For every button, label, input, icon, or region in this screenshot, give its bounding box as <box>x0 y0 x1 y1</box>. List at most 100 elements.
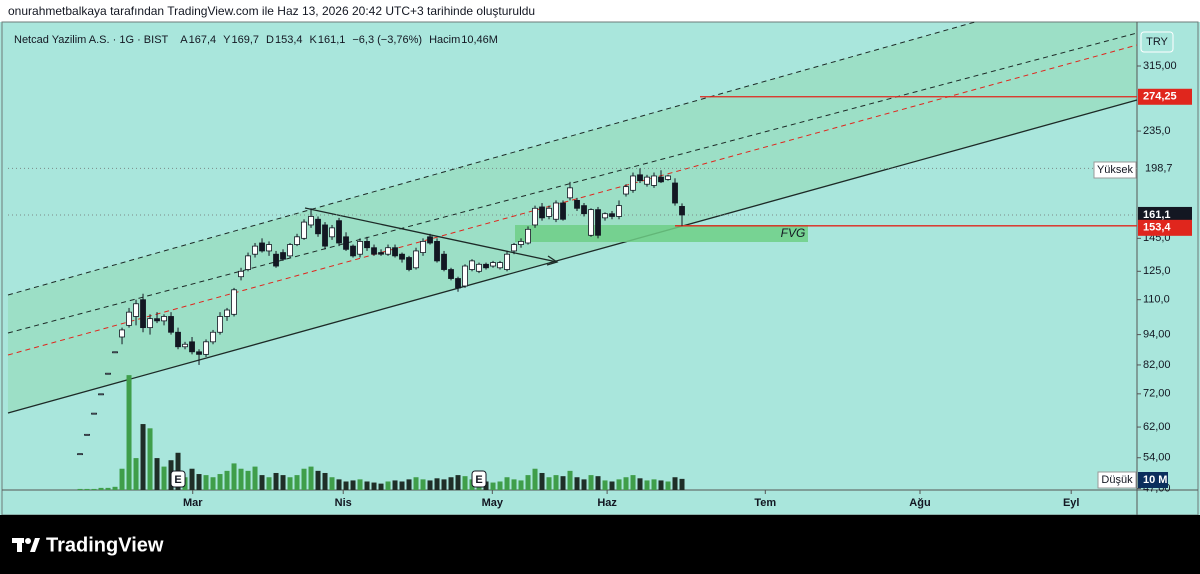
volume-bar <box>322 472 328 490</box>
candle-body <box>231 289 237 315</box>
candle-body <box>518 241 524 245</box>
volume-bar <box>189 468 195 490</box>
last-price-badge-bg <box>1138 206 1192 223</box>
volume-bar <box>259 475 265 490</box>
candle-body <box>161 316 167 322</box>
volume-bar <box>343 481 349 490</box>
brand: TradingView <box>46 534 164 556</box>
candle-body <box>266 244 272 252</box>
candle-body <box>560 202 566 220</box>
caption-bar <box>0 0 1200 22</box>
candle-body <box>378 252 384 255</box>
candle-body <box>399 253 405 260</box>
candle-body <box>455 278 461 289</box>
volume-bar <box>196 474 202 490</box>
legend-text: −6,3 (−3,76%) <box>352 34 422 46</box>
candle-body <box>91 412 97 415</box>
candle-body <box>469 260 475 270</box>
candle-body <box>602 213 608 219</box>
candle-body <box>280 252 286 260</box>
candle-body <box>98 393 104 396</box>
level-badge-bg <box>1138 88 1192 105</box>
volume-bar <box>77 488 83 490</box>
candle-body <box>525 228 531 244</box>
volume-bar <box>399 481 405 490</box>
volume-bar <box>84 488 90 490</box>
level-badge-bg <box>1138 219 1192 236</box>
candle-body <box>420 241 426 253</box>
volume-tick-label: 10 M <box>1143 474 1167 486</box>
x-tick-label: Eyl <box>1063 497 1080 509</box>
volume-bar <box>574 477 580 490</box>
volume-bar <box>147 428 153 490</box>
volume-bar <box>665 481 671 490</box>
legend-text: K <box>310 34 318 46</box>
x-tick-label: Ağu <box>909 497 930 509</box>
y-tick-label: 54,00 <box>1143 452 1171 464</box>
candle-body <box>77 453 83 456</box>
legend-text: Hacim <box>429 34 460 46</box>
volume-bar <box>329 477 335 490</box>
y-tick-label: 94,00 <box>1143 329 1171 341</box>
legend-text: 153,4 <box>275 34 303 46</box>
volume-bar <box>126 375 132 490</box>
candle-body <box>203 341 209 355</box>
volume-bar <box>273 472 279 490</box>
volume-bar <box>413 477 419 490</box>
candle-body <box>315 218 321 235</box>
volume-bar <box>462 476 468 490</box>
volume-bar <box>301 468 307 490</box>
volume-bar <box>644 480 650 490</box>
volume-bar <box>161 466 167 490</box>
y-tick-label: 235,0 <box>1143 125 1171 137</box>
x-tick-label: Tem <box>754 497 776 509</box>
caption: onurahmetbalkaya tarafından TradingView.… <box>8 4 535 18</box>
candle-body <box>364 241 370 249</box>
candle-body <box>483 263 489 269</box>
volume-bar <box>602 480 608 490</box>
volume-bar <box>308 466 314 490</box>
high-label: Yüksek <box>1097 164 1134 176</box>
volume-bar <box>119 468 125 490</box>
volume-bar <box>392 480 398 490</box>
candle-body <box>595 209 601 236</box>
candle-body <box>147 318 153 329</box>
volume-bar <box>581 479 587 490</box>
volume-bar <box>280 475 286 490</box>
volume-bar <box>560 476 566 490</box>
candle-body <box>217 316 223 333</box>
candle-body <box>497 262 503 269</box>
volume-bar <box>245 470 251 490</box>
low-label: Düşük <box>1101 474 1133 486</box>
candle-body <box>651 175 657 186</box>
volume-bar <box>504 477 510 490</box>
candle-body <box>322 224 328 247</box>
volume-bar <box>406 479 412 490</box>
volume-bar <box>518 480 524 490</box>
level-badge: 274,25 <box>1143 91 1177 103</box>
candle-body <box>427 236 433 244</box>
volume-bar <box>441 479 447 490</box>
candle-body <box>539 206 545 219</box>
volume-bar <box>217 474 223 490</box>
candle-body <box>119 329 125 338</box>
candle-body <box>224 309 230 317</box>
volume-bar <box>371 482 377 490</box>
volume-bar <box>133 458 139 490</box>
volume-bar <box>98 487 104 490</box>
volume-bar <box>294 475 300 490</box>
volume-bar <box>252 466 258 490</box>
candle-body <box>574 200 580 209</box>
volume-bar <box>427 480 433 490</box>
earnings-label: E <box>174 474 181 486</box>
legend-text: 169,7 <box>231 34 259 46</box>
volume-bar <box>609 481 615 490</box>
candle-body <box>245 255 251 270</box>
candle-body <box>336 220 342 244</box>
brand-logo <box>12 538 40 552</box>
fvg-label: FVG <box>781 226 806 240</box>
candle-body <box>476 263 482 272</box>
channel-bottom <box>7 99 1138 414</box>
